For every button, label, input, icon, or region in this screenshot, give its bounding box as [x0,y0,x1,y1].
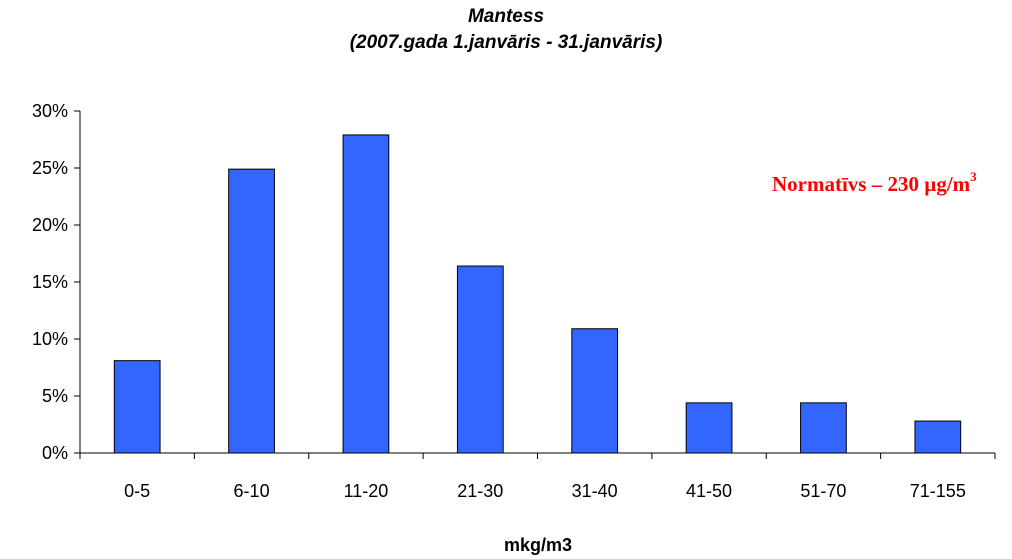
bar-6-10 [228,168,275,454]
x-tick-label: 51-70 [800,481,846,501]
chart-title: Mantess [467,6,545,27]
x-tick-label: 41-50 [686,481,732,501]
bars [113,134,962,454]
x-tick-label: 31-40 [572,481,618,501]
y-tick-label: 25% [32,158,68,178]
x-tick-label: 21-30 [457,481,503,501]
bar-21-30 [456,265,504,454]
y-axis: 0% 5% 10% 15% 20% 25% 30% [32,101,81,463]
normative-annotation-text: Normatīvs – 230 µg/m [772,172,971,196]
x-axis-label: mkg/m3 [504,535,572,555]
y-tick-label: 10% [32,329,68,349]
y-tick-label: 20% [32,215,68,235]
y-tick-label: 30% [32,101,68,121]
bar-51-70 [800,402,847,454]
y-tick-label: 0% [42,443,68,463]
y-tick-label: 5% [42,386,68,406]
bar-31-40 [571,328,619,454]
chart-subtitle: (2007.gada 1.janvāris - 31.janvāris) [349,32,663,53]
x-tick-label: 0-5 [124,481,150,501]
normative-annotation-superscript: 3 [970,169,977,184]
x-tick-label: 71-155 [910,481,966,501]
x-axis: 0-5 6-10 11-20 21-30 31-40 41-50 51-70 71-155 [79,452,996,501]
bar-11-20 [342,134,390,454]
bar-71-155 [914,420,962,454]
x-tick-label: 6-10 [234,481,270,501]
normative-annotation: Normatīvs – 230 µg/m3 [772,169,977,197]
y-tick-label: 15% [32,272,68,292]
x-tick-label: 11-20 [344,481,389,501]
bar-41-50 [685,402,733,454]
bar-0-5 [113,360,161,454]
